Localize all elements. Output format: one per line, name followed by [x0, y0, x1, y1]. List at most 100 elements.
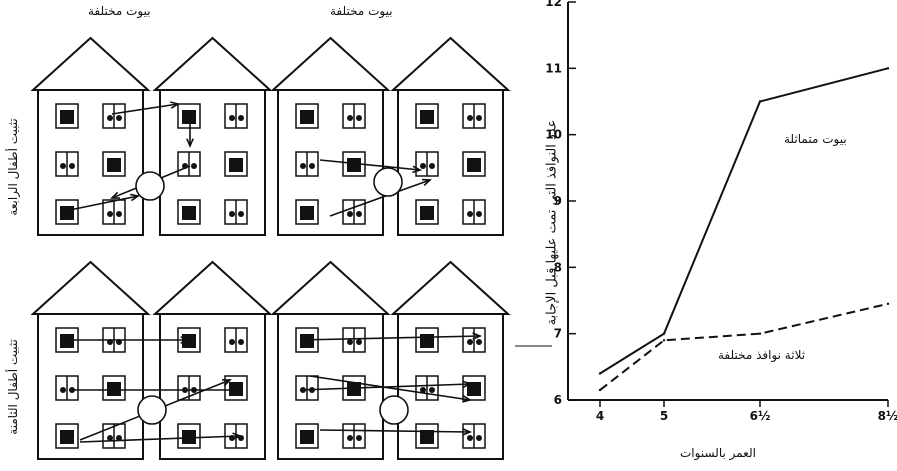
house: [390, 260, 511, 460]
window-dot: [347, 211, 353, 217]
house-roof: [390, 36, 511, 91]
window-dot: [116, 435, 122, 441]
window-shape: [60, 430, 74, 444]
window: [462, 375, 486, 401]
scan-arrow-head: [421, 178, 432, 187]
window: [295, 151, 319, 177]
scan-arrow-head: [472, 332, 483, 341]
house-roof: [390, 260, 511, 315]
window-shape: [182, 206, 196, 220]
window: [102, 375, 126, 401]
window-dot: [229, 339, 235, 345]
window-dot: [476, 211, 482, 217]
top-row-label: تثبيت أطفال الرابعة: [6, 118, 20, 216]
window-dot: [238, 211, 244, 217]
window-dot: [347, 435, 353, 441]
window-shape: [107, 382, 121, 396]
house: [390, 36, 511, 236]
house-body: [397, 89, 504, 236]
window-dot: [300, 163, 306, 169]
scan-arrow: [59, 193, 141, 213]
scan-arrow: [186, 114, 194, 149]
window: [462, 327, 486, 353]
window-shape: [300, 110, 314, 124]
window: [415, 151, 439, 177]
series-point: [758, 332, 762, 335]
window: [55, 151, 79, 177]
window-dot: [476, 435, 482, 441]
window-dot: [429, 163, 435, 169]
scan-arrow-head: [412, 165, 423, 174]
scan-arrow-head: [129, 193, 141, 202]
scan-arrow-line: [329, 179, 431, 217]
window-dot: [60, 387, 66, 393]
window: [415, 327, 439, 353]
window-dot: [476, 339, 482, 345]
window-dot: [356, 211, 362, 217]
window-dot: [107, 211, 113, 217]
y-axis-label: عدد النوافذ التي تمت عليها قبل الإجابة: [544, 119, 560, 326]
house-body: [277, 89, 384, 236]
houses-illustration: [30, 36, 511, 460]
window: [342, 199, 366, 225]
y-tick-label: 7: [554, 327, 562, 341]
x-tick-label: 8½: [878, 409, 897, 423]
window: [462, 103, 486, 129]
fixation-circle: [137, 395, 167, 425]
house-body: [159, 89, 266, 236]
window-dot: [229, 211, 235, 217]
window-shape: [420, 334, 434, 348]
window-shape: [60, 334, 74, 348]
window: [55, 375, 79, 401]
window-shape: [347, 158, 361, 172]
window: [295, 103, 319, 129]
window-shape: [300, 430, 314, 444]
window-dot: [107, 115, 113, 121]
scan-arrow: [70, 386, 243, 394]
window-dot: [191, 163, 197, 169]
series-point: [886, 67, 890, 70]
window: [177, 423, 201, 449]
series-line-similar-houses: [599, 67, 889, 375]
legend-solid-series: بيوت متماثلة: [784, 132, 847, 146]
house: [270, 36, 391, 236]
window-dot: [356, 115, 362, 121]
scan-arrow-line: [59, 195, 139, 213]
x-tick-label: 5: [660, 409, 668, 423]
window-shape: [300, 334, 314, 348]
scan-arrow-line: [319, 159, 421, 171]
house-body: [37, 313, 144, 460]
window: [295, 199, 319, 225]
window-dot: [356, 435, 362, 441]
house-roof: [270, 36, 391, 91]
series-point: [662, 339, 666, 342]
legend-dashed-series: ثلاثة نوافذ مختلفة: [718, 348, 806, 362]
window-dot: [107, 435, 113, 441]
series-point: [758, 100, 762, 103]
window: [224, 103, 248, 129]
scan-arrow: [299, 332, 483, 341]
window-dot: [69, 163, 75, 169]
scan-arrow-line: [309, 375, 471, 401]
window: [415, 423, 439, 449]
window: [177, 103, 201, 129]
window-shape: [60, 206, 74, 220]
scan-arrow-head: [170, 101, 181, 109]
window-dot: [356, 339, 362, 345]
scan-arrow-head: [186, 138, 194, 149]
y-tick-label: 12: [545, 0, 562, 9]
scan-arrow: [309, 375, 473, 403]
x-axis-label: العمر بالسنوات: [680, 446, 756, 460]
series-point: [662, 332, 666, 335]
window: [462, 151, 486, 177]
scan-arrow-head: [462, 428, 473, 436]
window-dot: [420, 387, 426, 393]
window: [102, 103, 126, 129]
scan-arrow-line: [319, 429, 471, 433]
window: [224, 327, 248, 353]
window-dot: [420, 163, 426, 169]
y-tick-label: 10: [545, 128, 562, 142]
house: [30, 260, 151, 460]
